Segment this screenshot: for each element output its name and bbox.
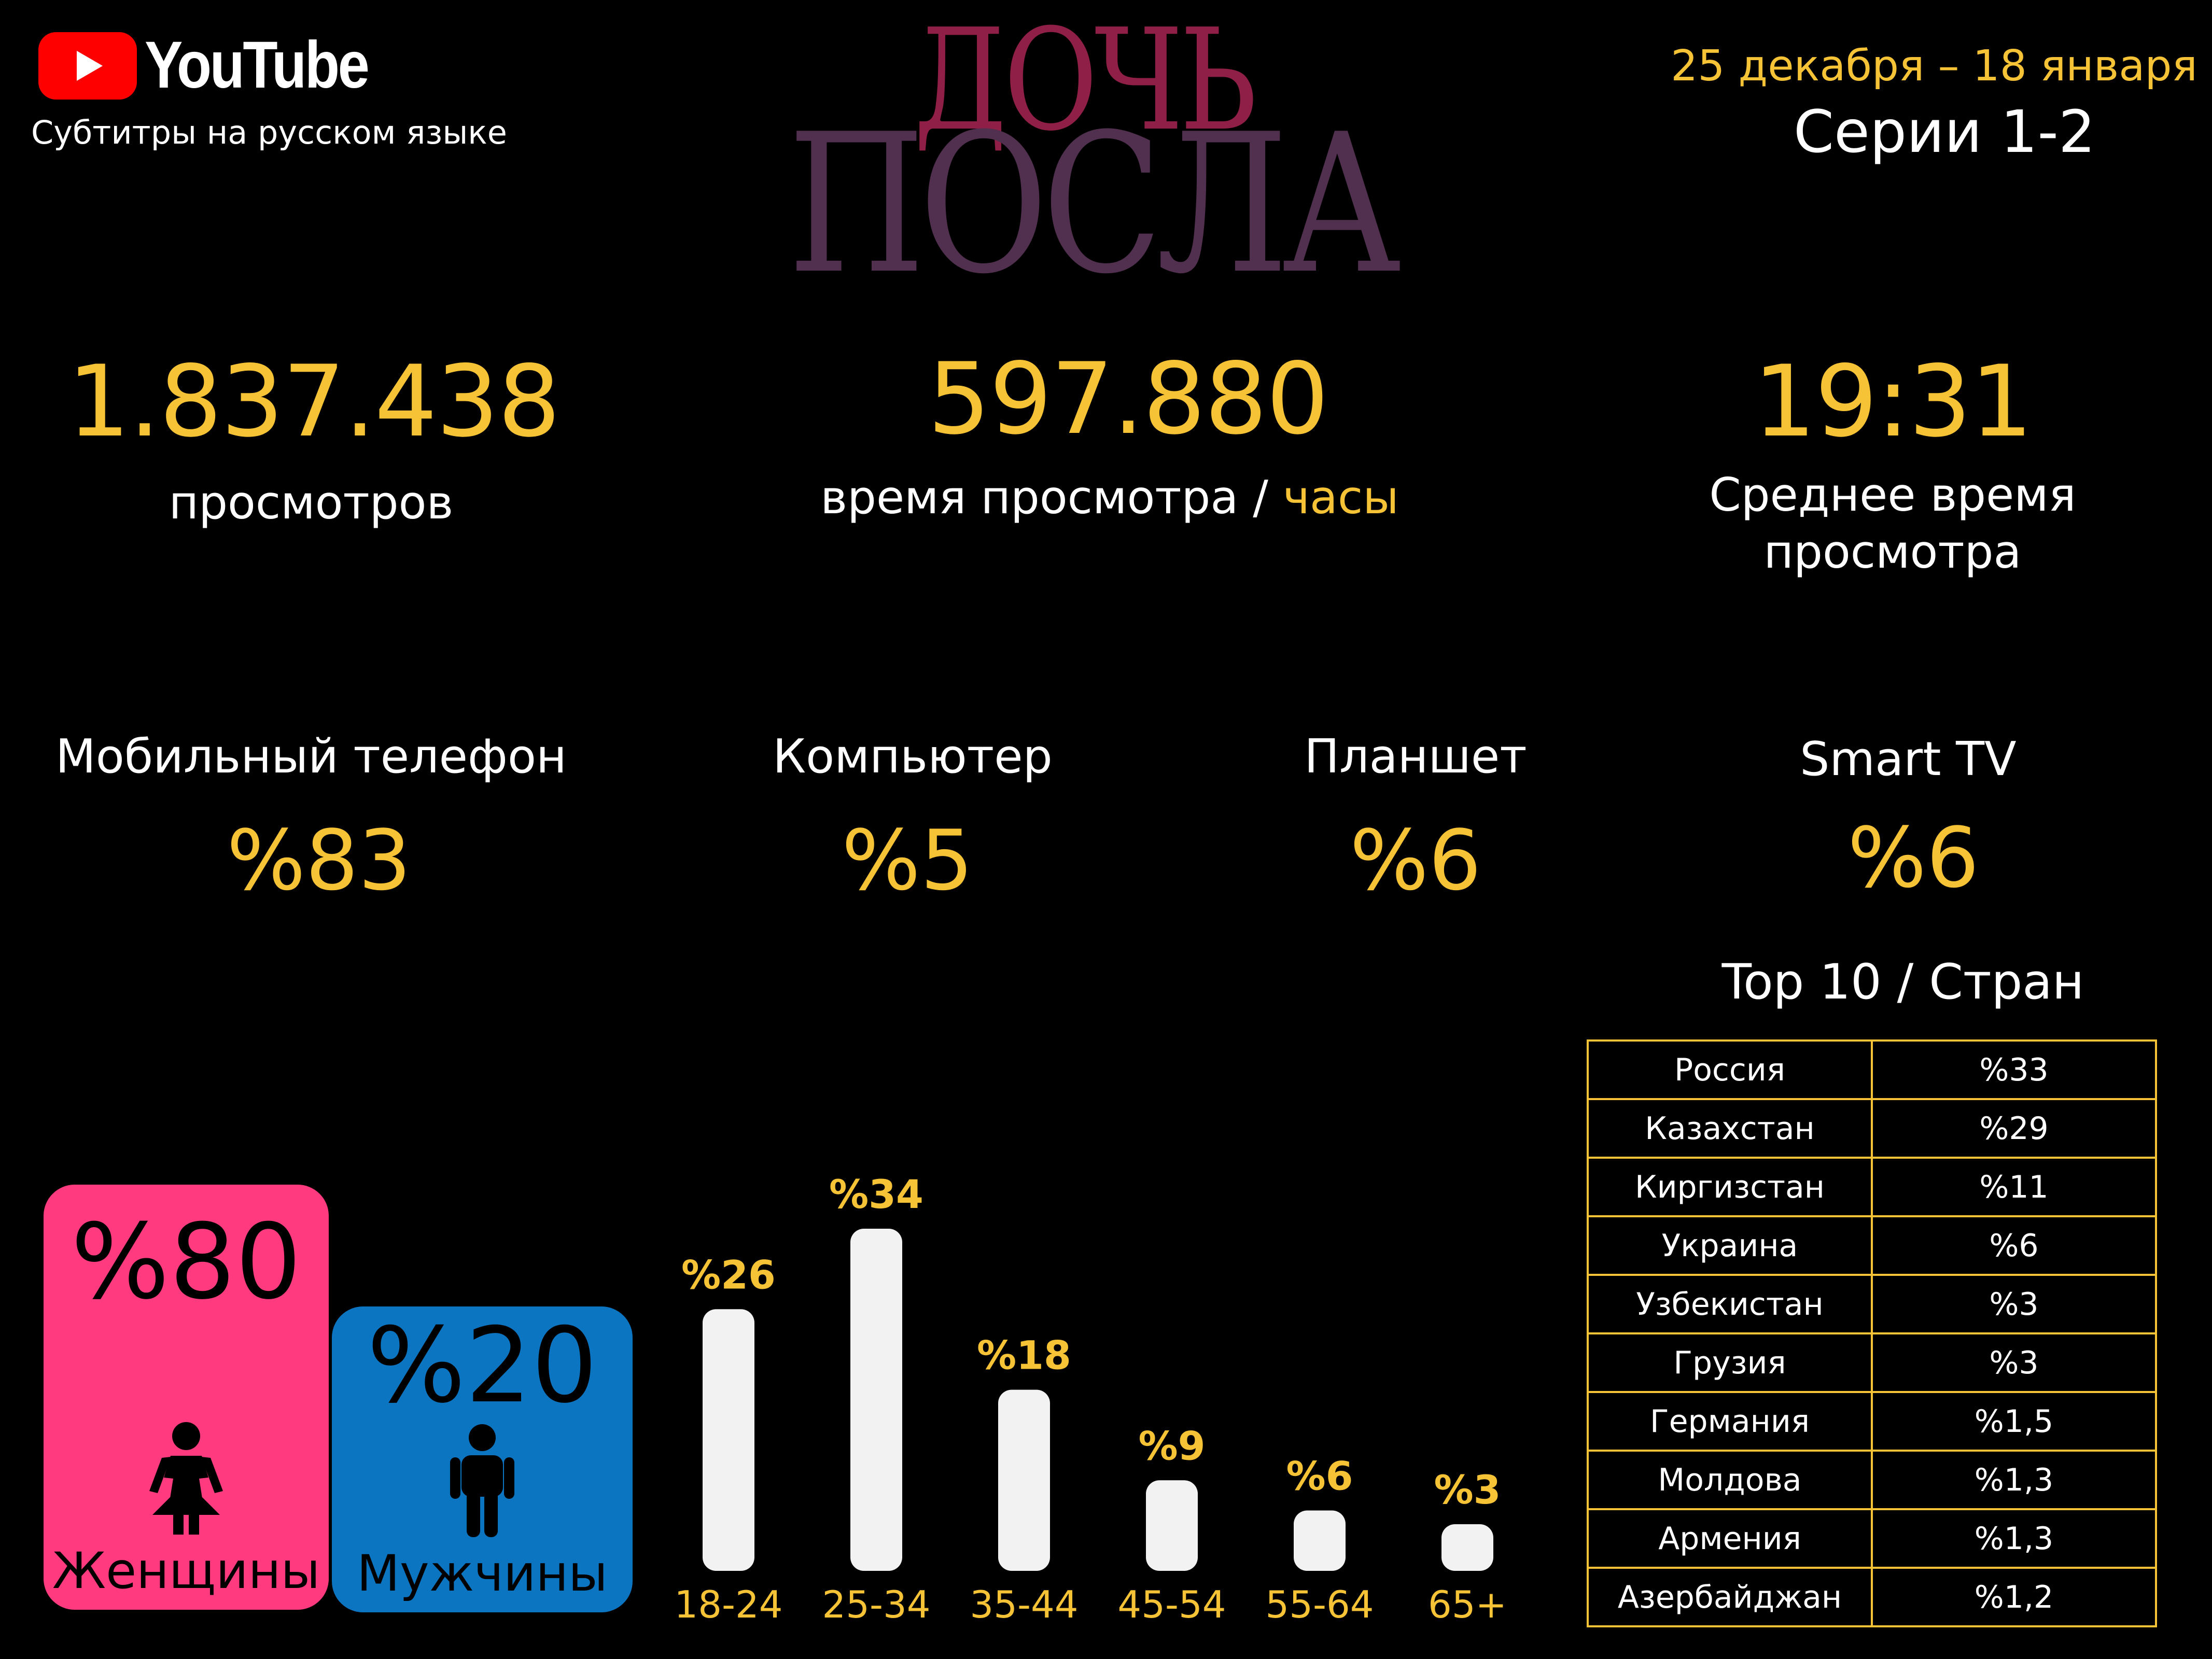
- series-label: Серии 1-2: [1793, 99, 2096, 166]
- country-row: Армения %1,3: [1587, 1508, 2157, 1569]
- age-bar-45-54: [1146, 1480, 1198, 1571]
- men-value: %20: [367, 1305, 598, 1426]
- women-value: %80: [71, 1202, 302, 1323]
- woman-icon: [149, 1422, 223, 1535]
- watch-time-unit: часы: [1282, 471, 1399, 524]
- avg-time-label-line1: Среднее время: [1709, 468, 2076, 522]
- country-share: %1,5: [1871, 1391, 2157, 1452]
- women-label: Женщины: [52, 1542, 320, 1600]
- country-share: %1,3: [1871, 1508, 2157, 1569]
- country-share: %1,3: [1871, 1450, 2157, 1510]
- device-smarttv-value: %6: [1847, 809, 1979, 906]
- country-name: Грузия: [1587, 1332, 1873, 1393]
- country-row: Азербайджан %1,2: [1587, 1567, 2157, 1627]
- country-name: Россия: [1587, 1039, 1873, 1100]
- show-title-bottom: ПОСЛА: [788, 93, 1401, 316]
- country-name: Киргизстан: [1587, 1157, 1873, 1217]
- age-bar-55-64: [1294, 1510, 1346, 1571]
- country-share: %29: [1871, 1098, 2157, 1159]
- watch-time-label-text: время просмотра /: [820, 471, 1283, 524]
- age-value-label: %3: [1434, 1467, 1501, 1513]
- age-bar-65+: [1441, 1524, 1493, 1571]
- men-card: %20 Мужчины: [332, 1306, 633, 1612]
- age-bar-18-24: [703, 1309, 754, 1571]
- youtube-play-icon: [38, 32, 137, 100]
- country-row: Казахстан %29: [1587, 1098, 2157, 1159]
- country-share: %6: [1871, 1215, 2157, 1276]
- country-share: %3: [1871, 1274, 2157, 1334]
- country-name: Узбекистан: [1587, 1274, 1873, 1334]
- countries-title: Top 10 / Стран: [1721, 954, 2084, 1010]
- avg-time-value: 19:31: [1753, 344, 2033, 459]
- age-value-label: %26: [681, 1252, 776, 1298]
- man-icon: [450, 1424, 514, 1537]
- age-value-label: %34: [829, 1171, 923, 1217]
- subtitle-note: Субтитры на русском языке: [31, 114, 507, 151]
- views-value: 1.837.438: [67, 344, 561, 459]
- date-range: 25 декабря – 18 января: [1671, 41, 2197, 91]
- age-bar-25-34: [850, 1229, 902, 1571]
- country-name: Казахстан: [1587, 1098, 1873, 1159]
- device-mobile-value: %83: [227, 812, 411, 909]
- views-label: просмотров: [169, 476, 454, 529]
- age-category-label: 18-24: [674, 1583, 782, 1626]
- device-smarttv-label: Smart TV: [1800, 732, 2017, 786]
- country-share: %3: [1871, 1332, 2157, 1393]
- youtube-wordmark: YouTube: [145, 28, 370, 102]
- avg-time-label: Среднее время просмотра: [1633, 467, 2152, 581]
- country-name: Украина: [1587, 1215, 1873, 1276]
- device-computer-label: Компьютер: [773, 729, 1053, 784]
- country-name: Армения: [1587, 1508, 1873, 1569]
- age-category-label: 55-64: [1265, 1583, 1374, 1626]
- age-bar-35-44: [998, 1389, 1050, 1571]
- country-row: Украина %6: [1587, 1215, 2157, 1276]
- device-tablet-label: Планшет: [1304, 729, 1527, 784]
- country-share: %11: [1871, 1157, 2157, 1217]
- country-name: Германия: [1587, 1391, 1873, 1452]
- country-name: Молдова: [1587, 1450, 1873, 1510]
- watch-time-label: время просмотра / часы: [752, 469, 1467, 526]
- country-row: Киргизстан %11: [1587, 1157, 2157, 1217]
- age-category-label: 45-54: [1117, 1583, 1226, 1626]
- avg-time-label-line2: просмотра: [1763, 525, 2022, 579]
- age-category-label: 25-34: [822, 1583, 930, 1626]
- age-value-label: %9: [1138, 1423, 1205, 1469]
- device-computer-value: %5: [842, 812, 973, 909]
- age-value-label: %18: [977, 1332, 1071, 1379]
- country-row: Узбекистан %3: [1587, 1274, 2157, 1334]
- country-row: Молдова %1,3: [1587, 1450, 2157, 1510]
- age-category-label: 35-44: [970, 1583, 1078, 1626]
- country-row: Германия %1,5: [1587, 1391, 2157, 1452]
- youtube-logo: YouTube: [38, 27, 370, 105]
- show-title-top: ДОЧЬ: [914, 0, 1257, 162]
- device-mobile-label: Мобильный телефон: [55, 729, 567, 784]
- country-name: Азербайджан: [1587, 1567, 1873, 1627]
- age-category-label: 65+: [1428, 1583, 1507, 1626]
- women-card: %80 Женщины: [44, 1185, 329, 1610]
- men-label: Мужчины: [357, 1544, 608, 1602]
- country-share: %33: [1871, 1039, 2157, 1100]
- watch-time-value: 597.880: [928, 342, 1329, 456]
- countries-table: Россия %33 Казахстан %29 Киргизстан %11 Украин…: [1587, 1039, 2157, 1627]
- country-share: %1,2: [1871, 1567, 2157, 1627]
- country-row: Грузия %3: [1587, 1332, 2157, 1393]
- age-distribution-chart: %26 18-24 %34 25-34 %18 35-44 %9 45-54 %6 55-64 %3…: [674, 1171, 1507, 1626]
- age-value-label: %6: [1286, 1453, 1353, 1499]
- country-row: Россия %33: [1587, 1039, 2157, 1100]
- device-tablet-value: %6: [1350, 812, 1481, 909]
